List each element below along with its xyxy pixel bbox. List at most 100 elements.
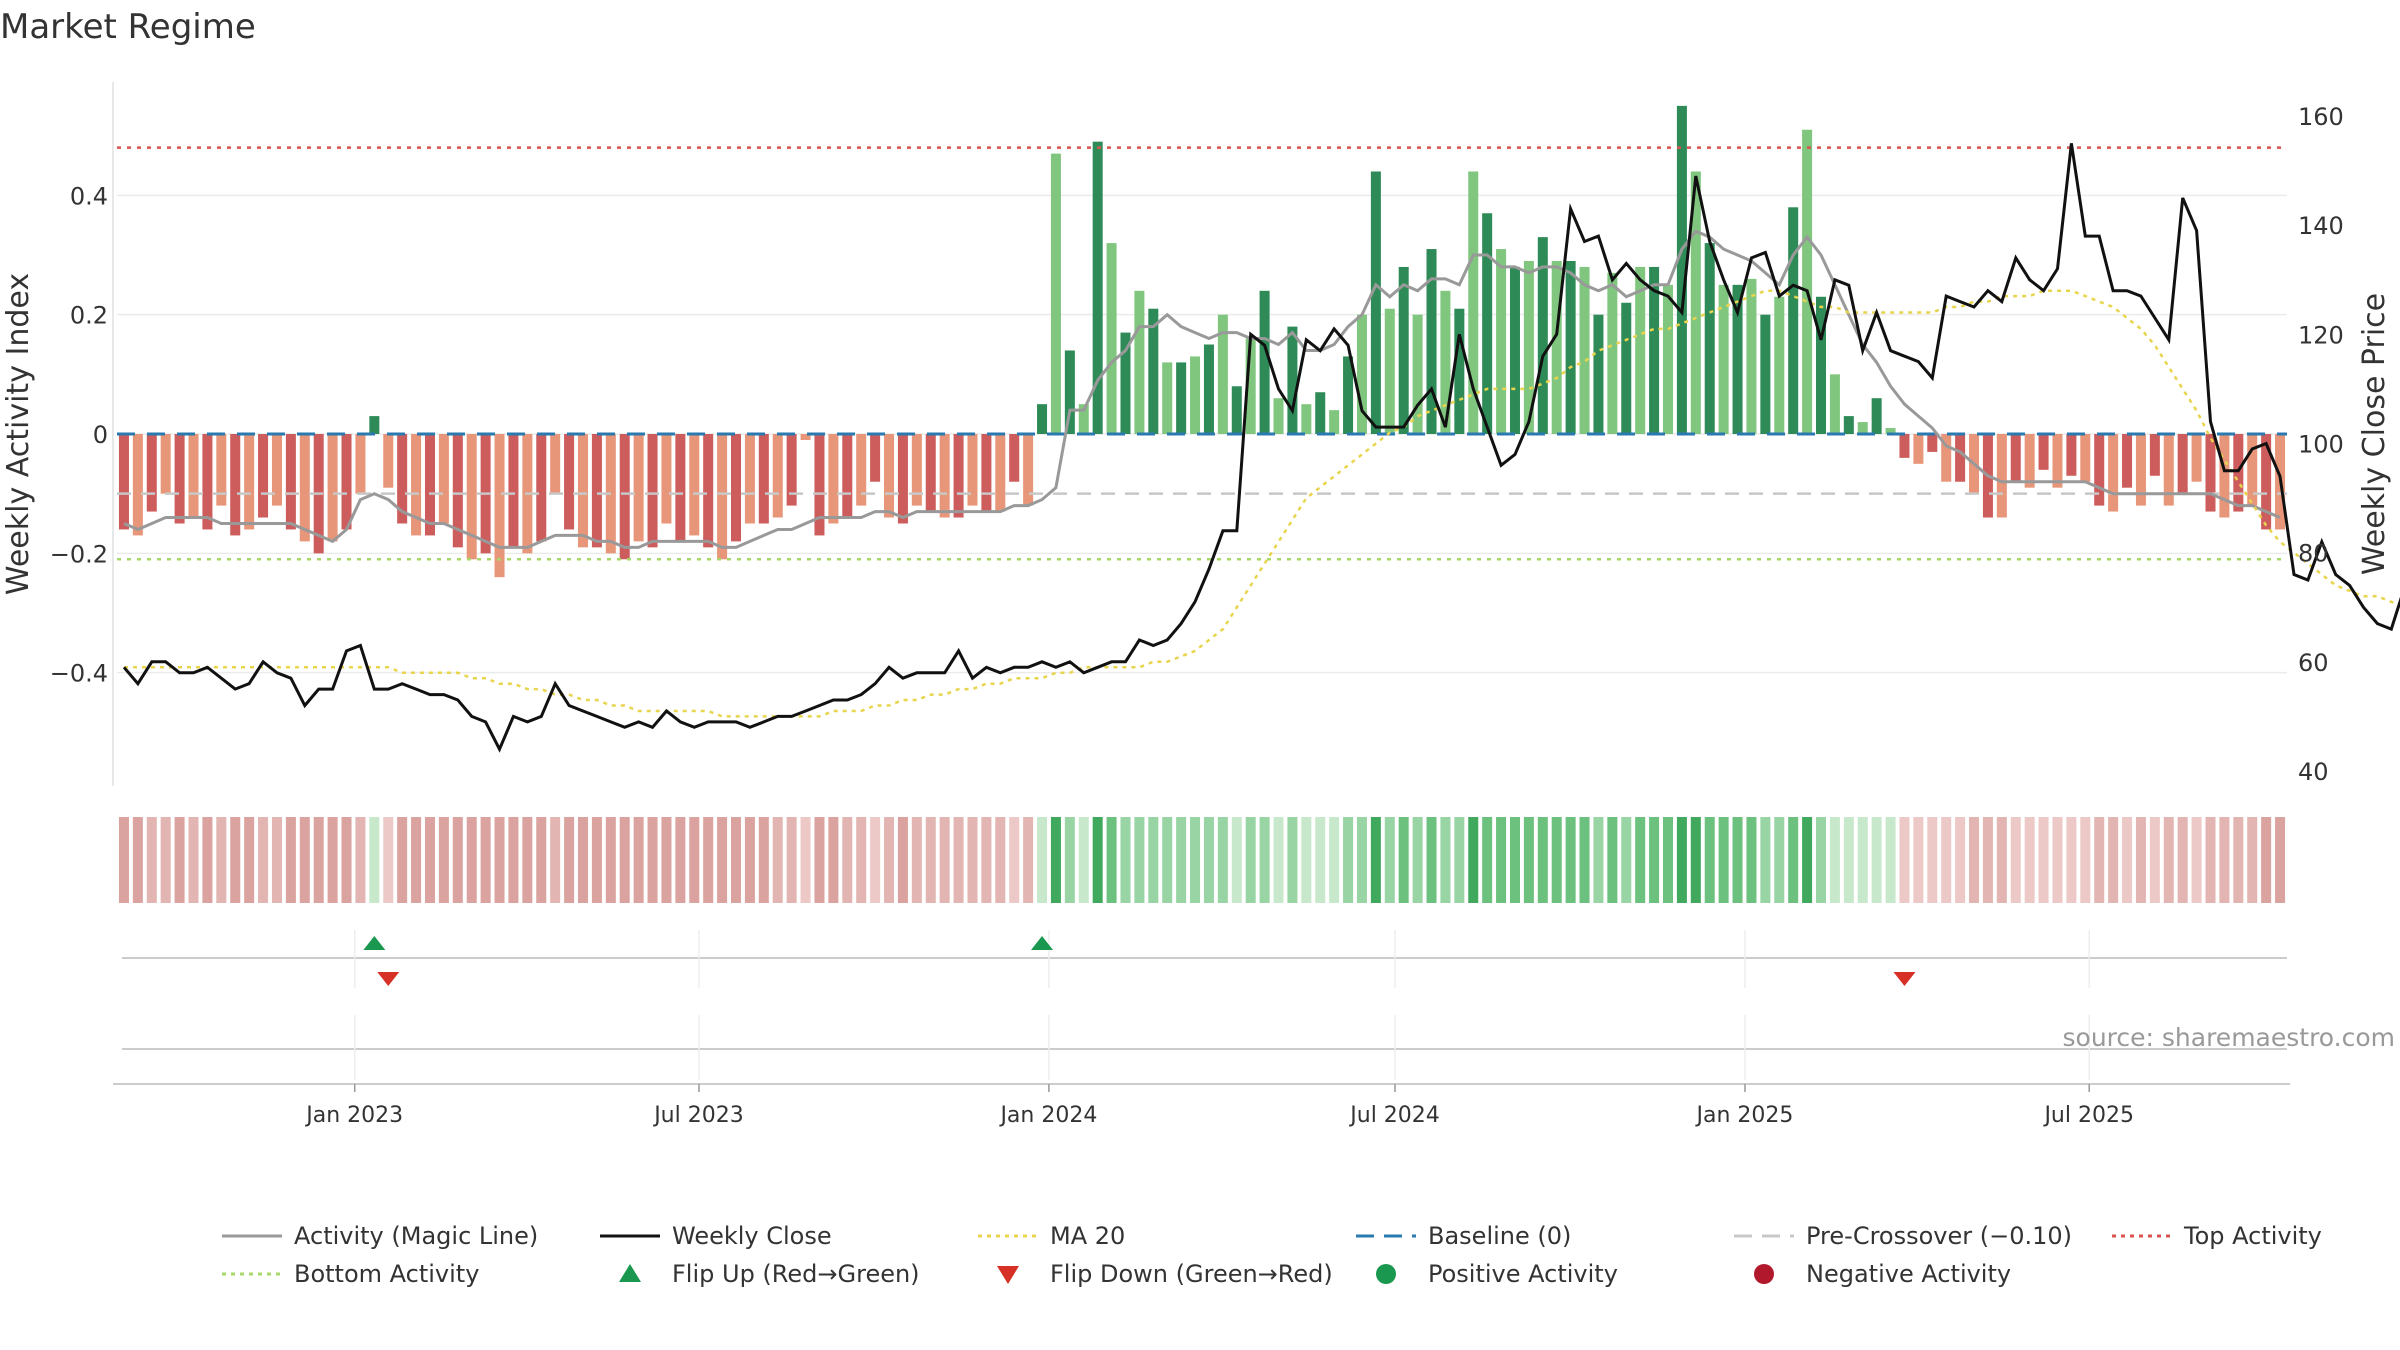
regime-cell — [1927, 817, 1938, 903]
regime-cell — [2219, 817, 2230, 903]
regime-cell — [730, 817, 742, 903]
legend-swatch-dot — [1754, 1264, 1774, 1284]
activity-bar — [1412, 314, 1423, 434]
regime-cell — [1315, 817, 1326, 903]
activity-bar — [1343, 356, 1354, 434]
series-lines — [122, 143, 2400, 753]
regime-cell — [2010, 817, 2021, 903]
activity-bar — [870, 434, 881, 482]
regime-cell — [1217, 817, 1228, 903]
regime-cell — [271, 817, 282, 903]
activity-bar — [1662, 284, 1674, 434]
activity-bar — [967, 434, 978, 506]
activity-bar — [244, 434, 255, 530]
regime-cell — [1899, 817, 1910, 903]
regime-cell — [1468, 817, 1479, 903]
activity-bar — [271, 434, 282, 506]
regime-cell — [828, 817, 839, 903]
regime-cell — [536, 817, 547, 903]
regime-cell — [1996, 817, 2007, 903]
regime-cell — [1969, 817, 1980, 903]
legend-label: Activity (Magic Line) — [294, 1222, 538, 1250]
legend-item: Flip Down (Green→Red) — [997, 1260, 1333, 1288]
activity-bar — [925, 434, 936, 512]
reference-lines — [117, 146, 2287, 561]
regime-cell — [369, 817, 380, 903]
activity-bar — [1203, 344, 1214, 434]
regime-cell — [1704, 817, 1715, 903]
regime-cell — [355, 817, 366, 903]
activity-bar — [800, 434, 811, 440]
regime-cell — [1273, 817, 1284, 903]
regime-cell — [1037, 817, 1048, 903]
activity-bar — [1676, 105, 1687, 434]
activity-bar — [1496, 249, 1507, 434]
legend-label: MA 20 — [1050, 1222, 1125, 1250]
activity-bars — [118, 105, 2286, 578]
activity-bar — [230, 434, 241, 536]
regime-cell — [1774, 817, 1785, 903]
regime-cell — [1064, 817, 1075, 903]
activity-bar — [2177, 434, 2188, 494]
regime-cell — [1676, 817, 1687, 903]
activity-bar — [369, 416, 380, 434]
activity-bar — [1815, 296, 1827, 434]
activity-bar — [995, 434, 1006, 512]
activity-bar — [1690, 171, 1701, 435]
activity-bar — [411, 434, 422, 536]
activity-bar — [1760, 314, 1771, 434]
activity-bar — [842, 434, 853, 518]
regime-cell — [1134, 817, 1145, 903]
activity-bar — [536, 434, 547, 542]
regime-cell — [1955, 817, 1966, 903]
activity-bar — [939, 434, 950, 518]
regime-cell — [1231, 817, 1242, 903]
regime-cell — [1245, 817, 1256, 903]
activity-bar — [675, 434, 686, 542]
activity-bar — [188, 434, 199, 518]
activity-bar — [1050, 153, 1061, 435]
activity-bar — [2066, 434, 2077, 476]
activity-bar — [1802, 129, 1813, 434]
regime-cell — [1829, 817, 1840, 903]
activity-bar — [1941, 434, 1952, 482]
regime-cell — [1162, 817, 1173, 903]
activity-bar — [2233, 434, 2244, 512]
activity-bar — [786, 434, 797, 506]
activity-bar — [758, 434, 769, 524]
activity-bar — [2024, 434, 2035, 488]
activity-bar — [1148, 308, 1159, 434]
magic-line-series — [123, 229, 2281, 549]
regime-cell — [2205, 817, 2216, 903]
regime-cell — [522, 817, 533, 903]
regime-cell — [842, 817, 853, 903]
regime-cell — [285, 817, 296, 903]
regime-cell — [758, 817, 769, 903]
legend-item: Weekly Close — [600, 1222, 832, 1250]
regime-cell — [939, 817, 950, 903]
regime-cell — [1843, 817, 1854, 903]
activity-bar — [1231, 386, 1242, 434]
activity-bar — [884, 434, 895, 518]
activity-bar — [2261, 434, 2272, 530]
legend-swatch-dot — [1376, 1264, 1396, 1284]
activity-bar — [981, 434, 992, 512]
activity-bar — [1537, 237, 1548, 434]
regime-cell — [174, 817, 185, 903]
regime-cell — [1732, 817, 1743, 903]
regime-cell — [703, 817, 714, 903]
activity-bar — [1245, 338, 1256, 434]
regime-cell — [1579, 817, 1590, 903]
activity-bar — [452, 434, 463, 548]
activity-bar — [341, 434, 352, 530]
flip-down-marker — [1893, 972, 1916, 986]
activity-bar — [1857, 422, 1868, 434]
regime-cell — [577, 817, 589, 903]
regime-cell — [313, 817, 324, 903]
regime-cell — [2177, 817, 2188, 903]
activity-bar — [1649, 266, 1660, 434]
activity-bar — [2010, 434, 2021, 482]
regime-cell — [2233, 817, 2244, 903]
regime-cell — [786, 817, 797, 903]
regime-cell — [1078, 817, 1089, 903]
